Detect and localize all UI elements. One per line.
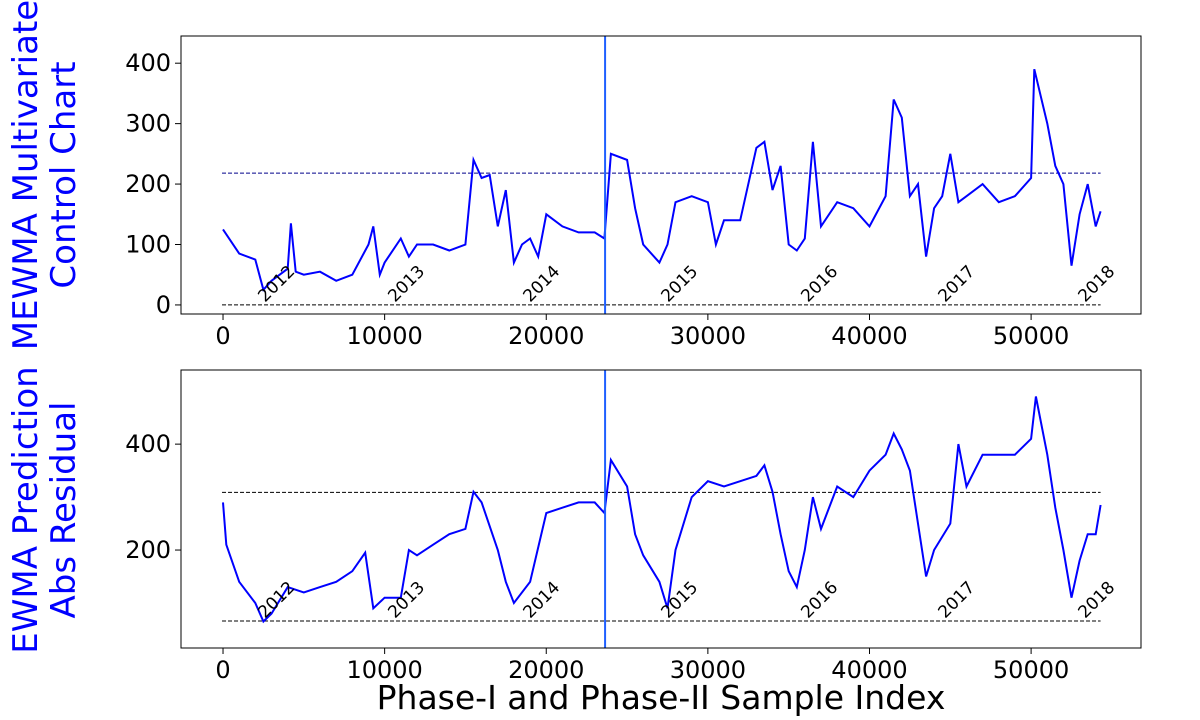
y-axis-label-line: MEWMA Multivariate (6, 0, 46, 350)
year-annotation: 2016 (797, 262, 842, 307)
year-annotation: 2013 (384, 262, 429, 307)
year-annotation: 2018 (1074, 262, 1119, 307)
year-annotation: 2013 (384, 578, 429, 623)
year-annotation: 2016 (797, 578, 842, 623)
x-tick-label: 30000 (670, 656, 746, 684)
y-axis-label: EWMA PredictionAbs Residual (6, 366, 84, 653)
data-line (222, 68, 1102, 292)
x-axis-label: Phase-I and Phase-II Sample Index (377, 678, 946, 717)
y-axis-label-line: Abs Residual (44, 402, 84, 619)
x-tick-label: 0 (215, 322, 230, 350)
year-annotation: 2014 (519, 262, 564, 307)
y-axis-label-line: EWMA Prediction (6, 366, 46, 653)
x-tick-label: 20000 (508, 322, 584, 350)
y-tick-label: 300 (125, 110, 171, 138)
x-tick-label: 10000 (346, 656, 422, 684)
y-tick-label: 0 (156, 291, 171, 319)
y-tick-label: 100 (125, 231, 171, 259)
year-annotation: 2017 (935, 578, 980, 623)
y-tick-label: 200 (125, 536, 171, 564)
x-tick-label: 50000 (993, 322, 1069, 350)
year-annotation: 2012 (254, 578, 299, 623)
data-line (222, 396, 1102, 624)
x-tick-label: 40000 (831, 322, 907, 350)
x-tick-label: 0 (215, 656, 230, 684)
y-tick-label: 400 (125, 430, 171, 458)
year-annotation: 2017 (935, 262, 980, 307)
y-axis-label: MEWMA MultivariateControl Chart (6, 0, 84, 350)
x-tick-label: 20000 (508, 656, 584, 684)
y-tick-label: 200 (125, 170, 171, 198)
year-annotation: 2014 (519, 578, 564, 623)
x-tick-label: 30000 (670, 322, 746, 350)
x-tick-label: 50000 (993, 656, 1069, 684)
plot-frame (180, 35, 1142, 315)
x-tick-label: 40000 (831, 656, 907, 684)
x-tick-label: 10000 (346, 322, 422, 350)
y-axis-label-line: Control Chart (44, 61, 84, 288)
y-tick-label: 400 (125, 49, 171, 77)
plot-frame (180, 369, 1142, 649)
year-annotation: 2015 (658, 262, 703, 307)
year-annotation: 2018 (1074, 578, 1119, 623)
